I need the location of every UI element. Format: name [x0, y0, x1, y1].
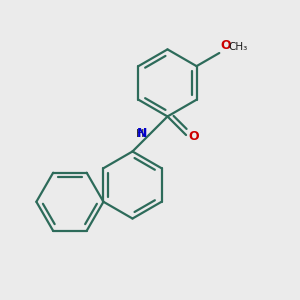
Text: CH₃: CH₃: [228, 42, 247, 52]
Text: N: N: [137, 127, 148, 140]
Text: O: O: [221, 39, 231, 52]
Text: O: O: [188, 130, 199, 143]
Text: H: H: [136, 129, 145, 139]
